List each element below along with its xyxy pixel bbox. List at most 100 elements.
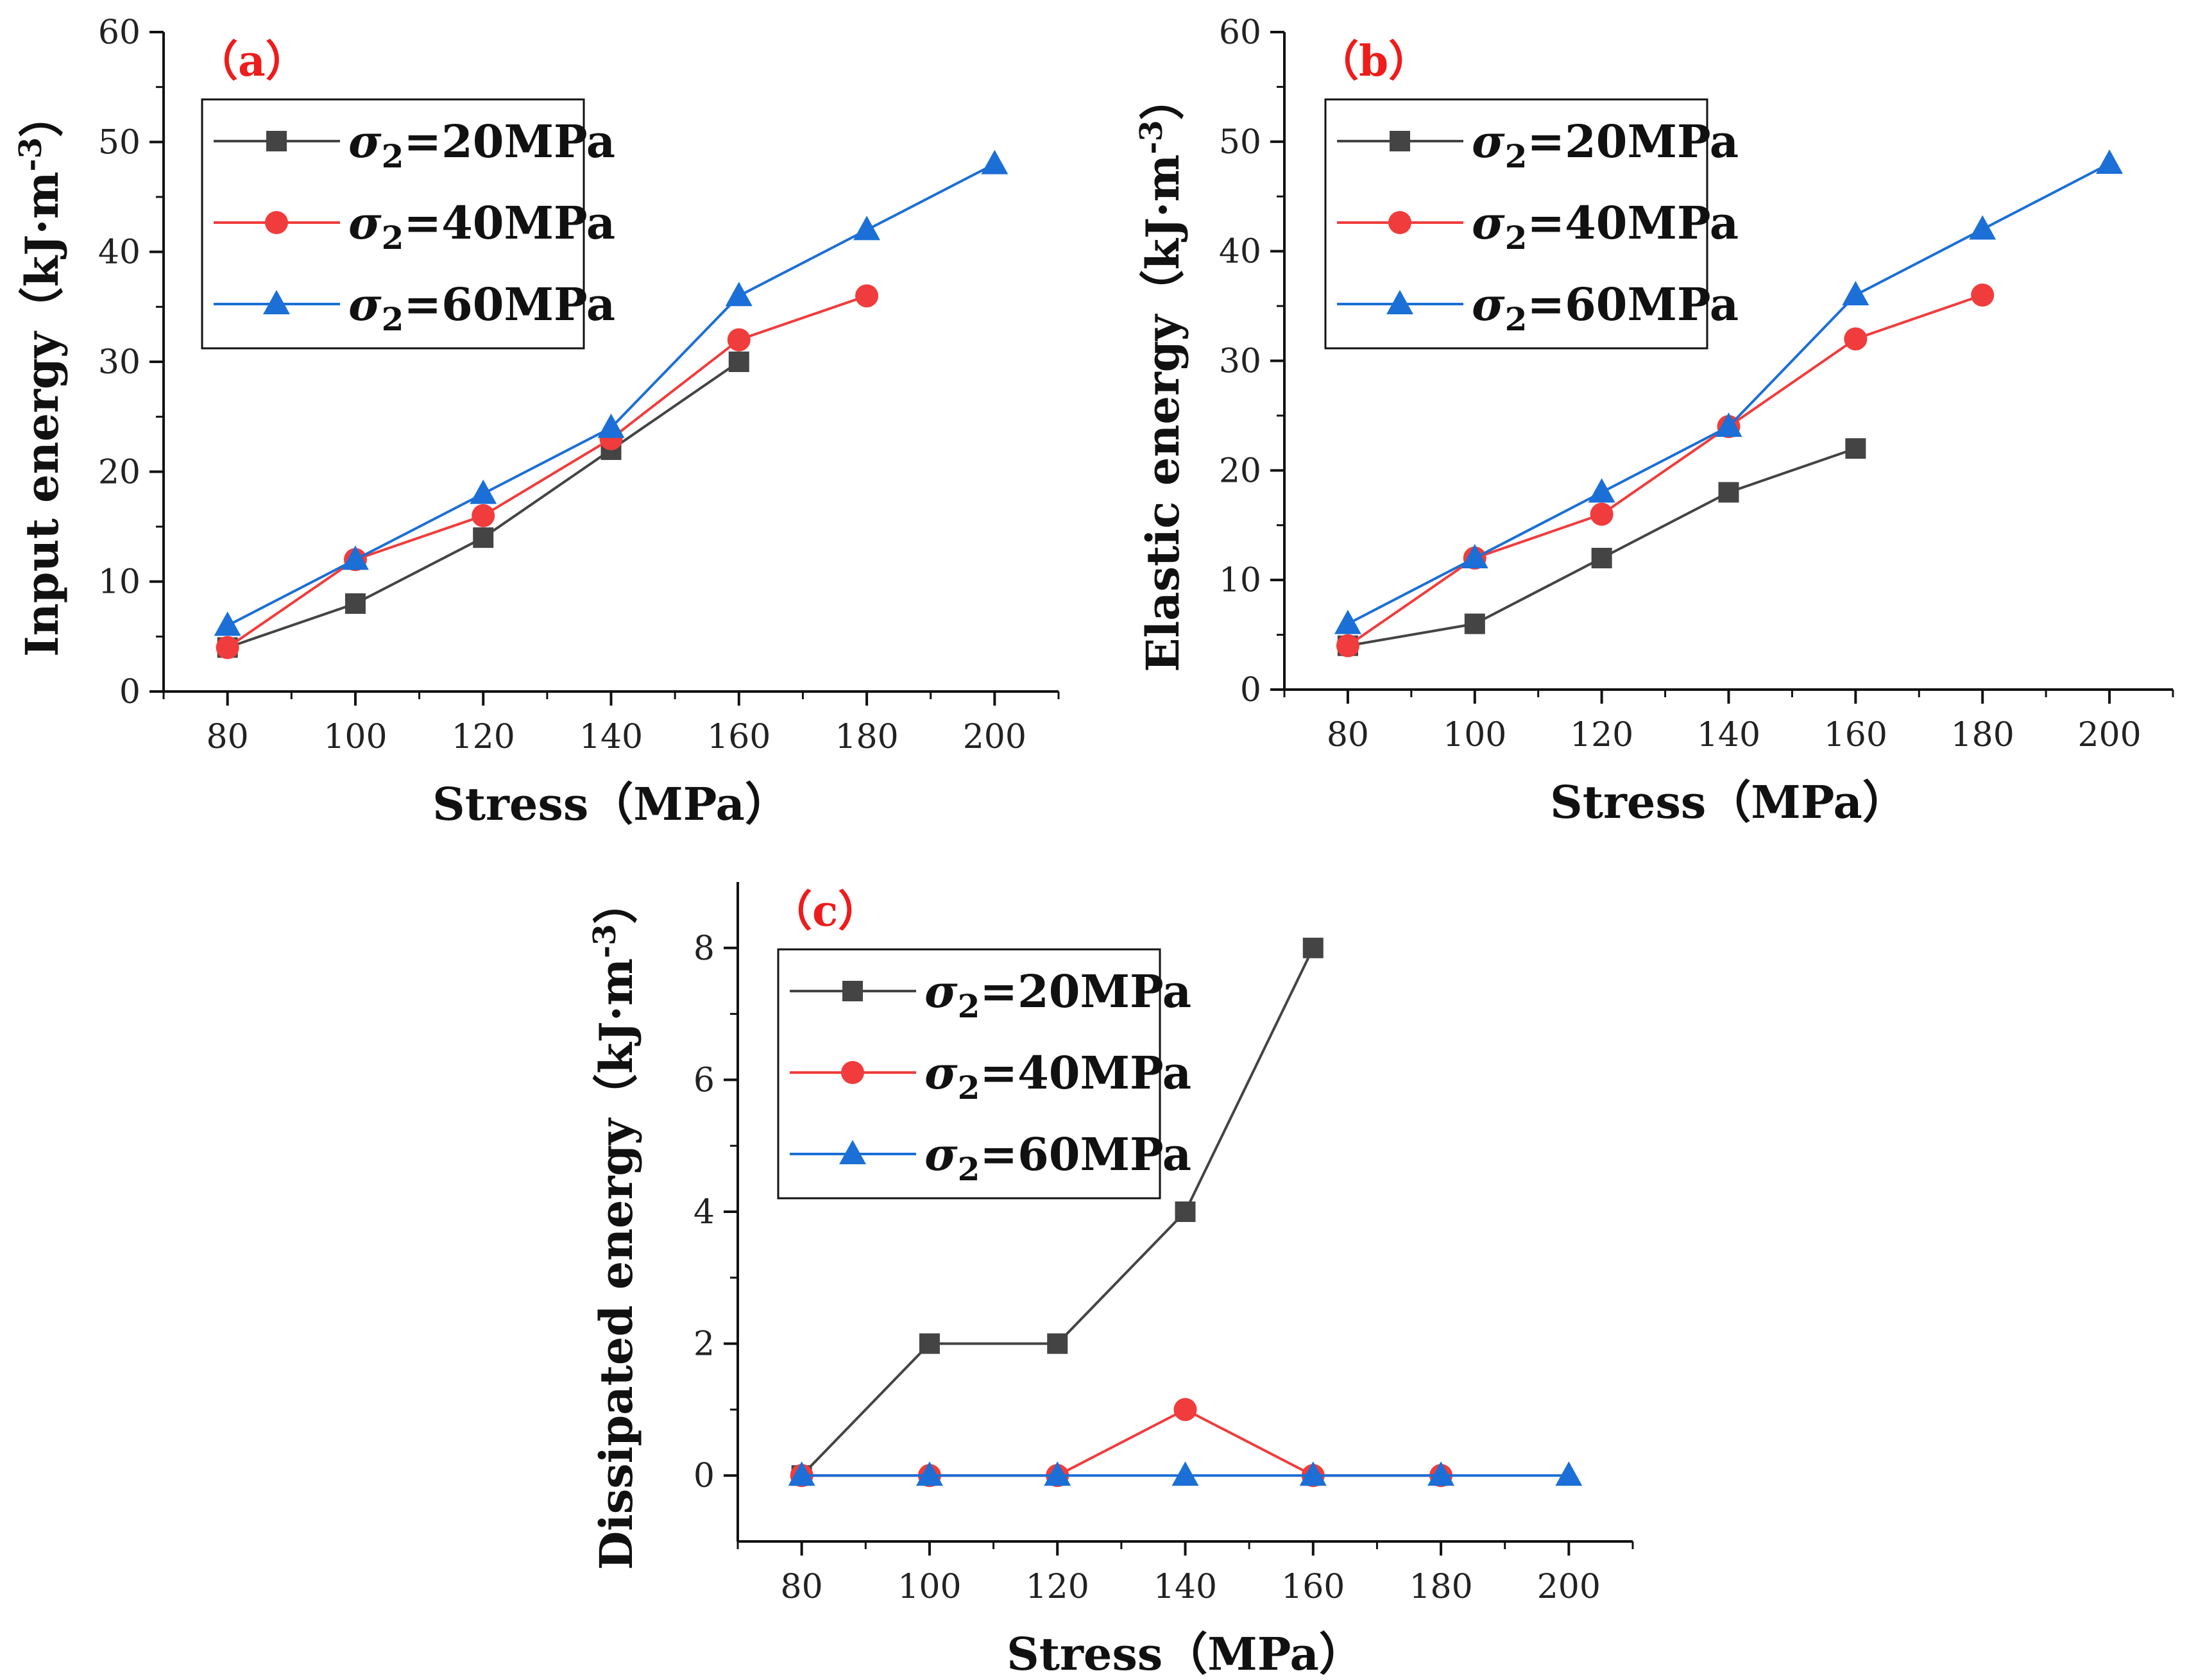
series-line <box>1347 447 1857 647</box>
legend-marker <box>1386 290 1413 314</box>
series-line <box>801 1408 1442 1477</box>
legend: σ2=20MPa σ2=40MPa σ2=60MPa <box>777 948 1191 1200</box>
legend-label: σ2=60MPa <box>924 1128 1191 1188</box>
y-tick-label: 40 <box>1219 233 1261 271</box>
legend-label: σ2=20MPa <box>348 115 615 175</box>
legend-marker <box>1388 211 1411 234</box>
data-point <box>1844 327 1868 351</box>
y-axis-title: Elastic energy（kJ·m-3） <box>1134 75 1189 672</box>
legend-label: σ2=20MPa <box>1472 115 1739 175</box>
data-point <box>853 216 881 241</box>
data-point <box>1461 544 1488 568</box>
x-tick-label: 80 <box>781 1568 823 1606</box>
data-point <box>1336 634 1359 658</box>
x-tick-label: 180 <box>1951 716 2014 754</box>
legend-marker <box>1390 131 1410 151</box>
data-point <box>1334 609 1361 634</box>
data-point <box>597 413 625 438</box>
y-tick-label: 30 <box>98 343 140 382</box>
data-point <box>855 284 879 308</box>
x-tick-label: 160 <box>1281 1568 1345 1606</box>
data-point <box>981 149 1009 174</box>
data-point <box>1302 937 1324 958</box>
data-point <box>470 479 497 504</box>
data-point <box>1715 412 1742 437</box>
panel-label: （c） <box>770 886 880 936</box>
data-point <box>1555 1461 1583 1486</box>
data-point <box>725 282 753 307</box>
y-tick-label: 40 <box>98 233 140 272</box>
series-circle <box>790 1398 1453 1488</box>
y-tick-label: 8 <box>694 929 715 968</box>
data-point <box>1588 478 1615 503</box>
x-tick-label: 160 <box>1824 716 1887 754</box>
legend-marker <box>841 1061 864 1084</box>
y-axis-title: Input energy（kJ·m-3） <box>13 92 69 657</box>
series-triangle <box>214 149 1009 636</box>
legend: σ2=20MPa σ2=40MPa σ2=60MPa <box>1324 98 1739 350</box>
panel-label: （b） <box>1316 36 1431 86</box>
data-point <box>1427 1461 1455 1486</box>
data-point <box>727 328 751 352</box>
chart-panel-c: 80 100 120 140 160 180 200 0 2 4 6 8 Stress（MPa） Diss… <box>587 879 1634 1680</box>
legend-marker <box>265 211 288 234</box>
legend-label: σ2=20MPa <box>924 965 1191 1025</box>
x-tick-label: 100 <box>323 718 387 756</box>
data-point <box>473 527 494 548</box>
y-tick-label: 20 <box>1219 452 1261 490</box>
x-tick-label: 120 <box>452 718 515 756</box>
y-tick-label: 2 <box>694 1325 715 1364</box>
x-tick-label: 140 <box>1697 716 1760 754</box>
x-axis-title: Stress（MPa） <box>1007 1627 1364 1680</box>
legend-marker <box>263 290 290 314</box>
x-tick-label: 80 <box>1327 716 1369 754</box>
data-point <box>1590 502 1613 526</box>
x-tick-label: 160 <box>707 718 770 756</box>
legend-label: σ2=60MPa <box>348 278 615 338</box>
legend-marker <box>839 1140 866 1164</box>
series-circle <box>216 284 879 659</box>
y-tick-label: 0 <box>119 673 140 711</box>
data-point <box>1842 281 1869 305</box>
series-line <box>226 294 867 649</box>
legend-marker <box>842 981 863 1001</box>
data-point <box>1044 1461 1071 1486</box>
series-line <box>1347 294 1983 647</box>
x-tick-label: 80 <box>207 718 249 756</box>
data-point <box>1845 438 1866 459</box>
x-tick-label: 120 <box>1026 1568 1089 1606</box>
legend-label: σ2=60MPa <box>1472 278 1739 338</box>
y-tick-label: 10 <box>1219 561 1261 600</box>
data-point <box>1971 284 1995 307</box>
y-tick-label: 0 <box>694 1457 715 1495</box>
y-axis-title: Dissipated energy（kJ·m-3） <box>587 879 643 1570</box>
legend-label: σ2=40MPa <box>924 1046 1191 1107</box>
legend: σ2=20MPa σ2=40MPa σ2=60MPa <box>201 98 615 350</box>
data-point <box>1171 1461 1199 1486</box>
chart-panel-a: 80 100 120 140 160 180 200 0 10 20 30 40 50 60 Stress（… <box>13 13 1060 831</box>
data-point <box>341 545 369 570</box>
data-point <box>1173 1398 1197 1421</box>
x-tick-label: 200 <box>963 718 1026 756</box>
y-tick-label: 20 <box>98 453 140 491</box>
data-point <box>345 593 366 614</box>
y-tick-label: 10 <box>98 563 140 602</box>
x-tick-label: 200 <box>1537 1568 1601 1606</box>
y-tick-label: 60 <box>1219 13 1261 52</box>
data-point <box>214 611 241 636</box>
y-tick-label: 60 <box>98 13 140 52</box>
legend-label: σ2=40MPa <box>348 196 615 257</box>
x-tick-label: 140 <box>1154 1568 1217 1606</box>
x-axis-title: Stress（MPa） <box>1550 776 1907 829</box>
legend-label: σ2=40MPa <box>1472 196 1739 257</box>
data-point <box>1047 1333 1068 1354</box>
x-tick-label: 180 <box>835 718 898 756</box>
data-point <box>919 1333 940 1354</box>
data-point <box>1175 1201 1196 1222</box>
data-point <box>216 636 239 659</box>
series-triangle <box>1334 149 2124 634</box>
y-tick-label: 0 <box>1240 671 1261 709</box>
x-tick-label: 200 <box>2077 716 2141 754</box>
data-point <box>1969 215 1996 240</box>
